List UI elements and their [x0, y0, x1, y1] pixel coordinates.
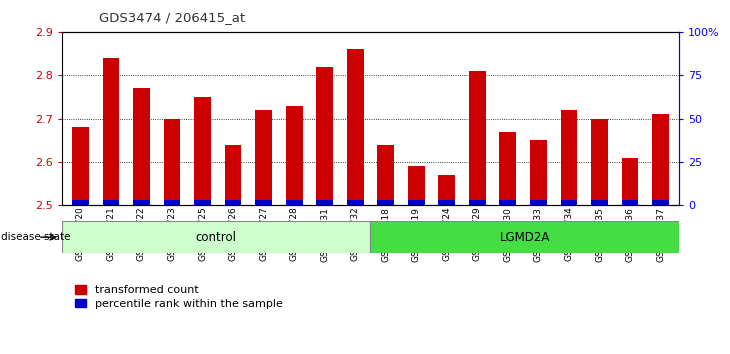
Bar	[499, 132, 516, 205]
Bar	[591, 119, 608, 205]
Bar	[194, 97, 211, 205]
Bar	[652, 200, 669, 205]
Bar	[164, 119, 180, 205]
Bar	[371, 221, 679, 253]
Bar	[377, 200, 394, 205]
Bar	[530, 140, 547, 205]
Bar	[439, 200, 456, 205]
Bar	[164, 200, 180, 205]
Bar	[225, 144, 242, 205]
Bar	[347, 200, 364, 205]
Bar	[622, 158, 639, 205]
Bar	[469, 200, 485, 205]
Bar	[255, 200, 272, 205]
Bar	[408, 166, 425, 205]
Bar	[133, 200, 150, 205]
Bar	[561, 110, 577, 205]
Bar	[102, 200, 119, 205]
Bar	[347, 49, 364, 205]
Bar	[622, 200, 639, 205]
Text: LGMD2A: LGMD2A	[499, 231, 550, 244]
Bar	[194, 200, 211, 205]
Bar	[62, 221, 371, 253]
Bar	[561, 200, 577, 205]
Bar	[72, 127, 89, 205]
Bar	[316, 200, 333, 205]
Bar	[591, 200, 608, 205]
Bar	[316, 67, 333, 205]
Bar	[72, 200, 89, 205]
Bar	[408, 200, 425, 205]
Text: control: control	[196, 231, 237, 244]
Legend: transformed count, percentile rank within the sample: transformed count, percentile rank withi…	[75, 285, 283, 309]
Text: GDS3474 / 206415_at: GDS3474 / 206415_at	[99, 11, 245, 24]
Bar	[499, 200, 516, 205]
Bar	[225, 200, 242, 205]
Bar	[469, 71, 485, 205]
Bar	[439, 175, 456, 205]
Text: disease state: disease state	[1, 232, 71, 242]
Bar	[102, 58, 119, 205]
Bar	[285, 105, 302, 205]
Bar	[285, 200, 302, 205]
Bar	[652, 114, 669, 205]
Bar	[530, 200, 547, 205]
Bar	[255, 110, 272, 205]
Bar	[133, 88, 150, 205]
Bar	[377, 144, 394, 205]
